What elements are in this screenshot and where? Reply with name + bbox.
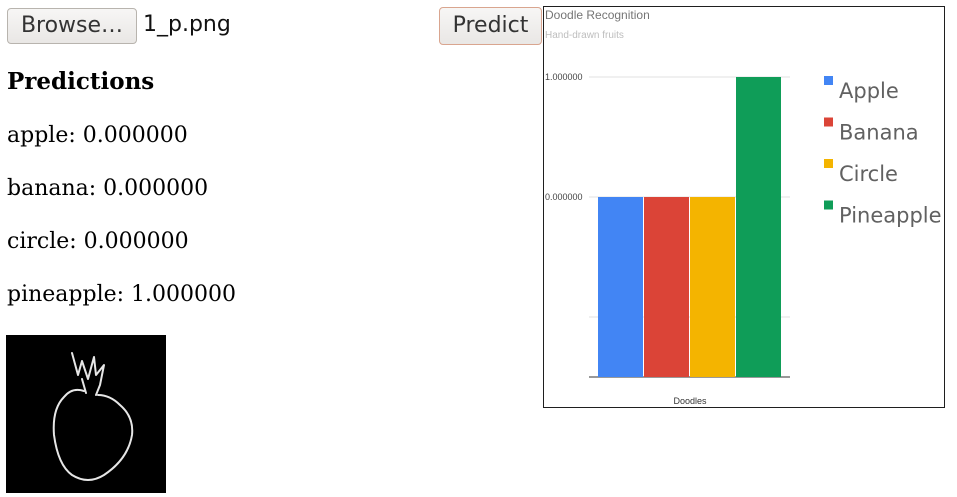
legend-swatch-apple [824,76,833,85]
y-tick-label: 1.000000 [545,72,583,82]
chart-svg: Doodle Recognition Hand-drawn fruits 1.0… [545,8,942,406]
selected-file-name: 1_p.png [143,12,231,37]
prediction-apple: apple: 0.000000 [7,123,188,148]
predictions-heading: Predictions [7,68,155,95]
bar-pineapple [736,77,781,377]
legend-swatch-banana [824,117,833,127]
legend-swatch-circle [824,159,833,168]
pineapple-doodle-icon [52,352,134,481]
chart-panel: Doodle Recognition Hand-drawn fruits 1.0… [543,6,945,408]
doodle-image [6,335,166,493]
legend-label-circle: Circle [839,162,898,186]
bar-circle [690,197,735,377]
browse-button[interactable]: Browse… [7,8,137,44]
chart-title: Doodle Recognition [545,8,650,22]
legend-label-pineapple: Pineapple [839,204,942,228]
x-axis-label: Doodles [673,396,707,406]
bar-banana [644,197,689,377]
prediction-banana: banana: 0.000000 [7,176,209,201]
prediction-circle: circle: 0.000000 [7,229,189,254]
bar-apple [598,197,643,377]
prediction-pineapple: pineapple: 1.000000 [7,282,237,307]
legend-label-banana: Banana [839,121,919,145]
y-tick-label: 0.000000 [545,192,583,202]
predict-button[interactable]: Predict [439,7,542,45]
legend-swatch-pineapple [824,200,833,210]
legend-label-apple: Apple [839,79,899,103]
chart-subtitle: Hand-drawn fruits [545,30,624,41]
